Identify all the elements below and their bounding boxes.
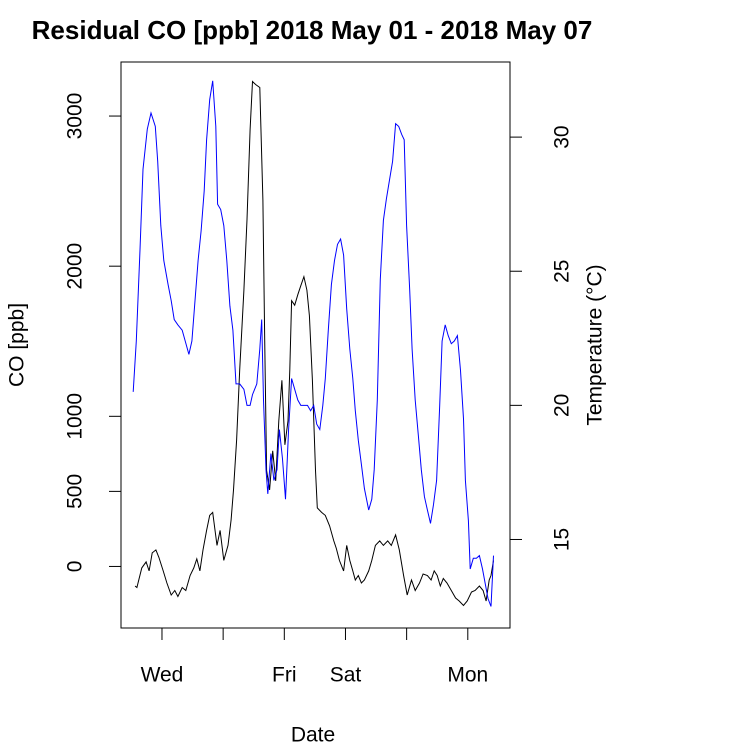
y2-axis-label: Temperature (°C) — [584, 264, 607, 425]
x-tick-label: Wed — [141, 664, 184, 687]
x-axis-label: Date — [291, 724, 335, 747]
y-tick-label: 1000 — [64, 393, 87, 440]
y2-tick-label: 30 — [551, 125, 574, 148]
plot-frame — [120, 61, 511, 629]
y-tick-label: 2000 — [64, 243, 87, 290]
x-tick-label: Sat — [330, 664, 362, 687]
y-axis-label: CO [ppb] — [6, 303, 29, 387]
y2-tick-label: 15 — [551, 528, 574, 551]
y2-tick-label: 25 — [551, 260, 574, 283]
y-tick-label: 0 — [64, 561, 87, 573]
chart-title: Residual CO [ppb] 2018 May 01 - 2018 May… — [32, 15, 593, 45]
y-tick-label: 3000 — [64, 93, 87, 140]
x-tick-label: Fri — [272, 664, 297, 687]
series-line — [134, 80, 494, 607]
y-tick-label: 500 — [64, 474, 87, 509]
series-line — [132, 80, 494, 607]
x-tick-label: Mon — [447, 664, 488, 687]
y2-tick-label: 20 — [551, 394, 574, 417]
